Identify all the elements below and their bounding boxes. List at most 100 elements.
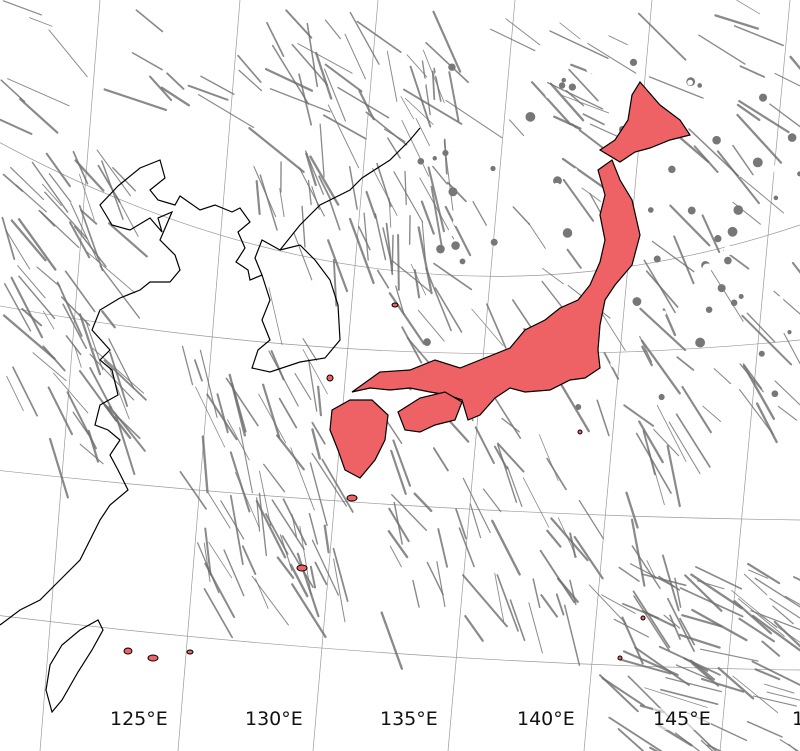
trajectory-streak bbox=[358, 89, 375, 121]
trajectory-point bbox=[423, 338, 431, 346]
trajectory-streak bbox=[223, 549, 245, 597]
trajectory-streak bbox=[388, 197, 392, 228]
trajectory-streak bbox=[391, 494, 427, 531]
mainland-coast bbox=[0, 127, 421, 626]
trajectory-streak bbox=[569, 532, 577, 558]
trajectory-streak bbox=[629, 563, 675, 588]
trajectory-streak bbox=[66, 391, 97, 450]
trajectory-streak bbox=[622, 650, 679, 677]
trajectory-streak bbox=[268, 287, 283, 346]
trajectory-point bbox=[448, 63, 456, 71]
trajectory-streak bbox=[415, 118, 430, 147]
trajectory-streak bbox=[613, 618, 649, 638]
trajectory-streak bbox=[412, 579, 420, 608]
trajectory-streak bbox=[319, 123, 325, 178]
trajectory-streak bbox=[556, 577, 579, 603]
trajectory-streak bbox=[365, 190, 377, 219]
trajectory-streak bbox=[681, 614, 723, 628]
trajectory-point bbox=[695, 337, 706, 348]
trajectory-point bbox=[558, 82, 566, 89]
trajectory-point bbox=[447, 228, 456, 237]
trajectory-streak bbox=[5, 230, 31, 270]
trajectory-point bbox=[661, 310, 667, 316]
trajectory-streak bbox=[736, 103, 761, 122]
trajectory-streak bbox=[62, 303, 88, 350]
trajectory-streak bbox=[86, 251, 136, 294]
trajectory-streak bbox=[421, 60, 431, 116]
trajectory-streak bbox=[17, 265, 46, 299]
trajectory-streak bbox=[427, 166, 446, 233]
trajectory-streak bbox=[601, 594, 636, 614]
trajectory-point bbox=[432, 156, 438, 161]
trajectory-streak bbox=[653, 428, 680, 457]
trajectory-streak bbox=[413, 269, 421, 299]
trajectory-streak bbox=[658, 575, 681, 591]
trajectory-streak bbox=[208, 541, 233, 579]
trajectory-streak bbox=[10, 166, 45, 201]
trajectory-streak bbox=[327, 104, 360, 169]
trajectory-streak bbox=[565, 89, 585, 107]
trajectory-streak bbox=[490, 28, 536, 52]
trajectory-point bbox=[436, 244, 445, 254]
trajectory-streak bbox=[539, 549, 576, 604]
trajectory-streak bbox=[566, 248, 582, 269]
trajectory-streak bbox=[563, 604, 581, 666]
trajectory-streak bbox=[669, 204, 711, 247]
trajectory-streak bbox=[96, 149, 132, 197]
trajectory-streak bbox=[601, 677, 645, 707]
lon-label-125: 125°E bbox=[110, 708, 168, 730]
trajectory-streak bbox=[406, 54, 428, 78]
trajectory-streak bbox=[608, 716, 663, 751]
trajectory-streak bbox=[391, 234, 394, 272]
trajectory-streak bbox=[573, 535, 604, 580]
trajectory-streak bbox=[388, 292, 425, 345]
trajectory-streak bbox=[774, 380, 800, 406]
trajectory-streak bbox=[299, 525, 312, 596]
trajectory-streak bbox=[622, 602, 660, 619]
trajectory-streak bbox=[265, 513, 289, 555]
trajectory-streak bbox=[2, 314, 56, 360]
trajectory-streak bbox=[419, 177, 455, 240]
trajectory-streak bbox=[72, 150, 89, 185]
trajectory-streak bbox=[746, 312, 776, 343]
trajectory-streak bbox=[766, 691, 800, 701]
trajectory-streak bbox=[237, 54, 262, 83]
trajectory-streak bbox=[679, 617, 696, 646]
trajectory-point bbox=[776, 296, 784, 303]
trajectory-point bbox=[561, 77, 567, 83]
trajectory-streak bbox=[713, 368, 732, 385]
trajectory-streak bbox=[700, 739, 714, 751]
trajectory-streak bbox=[532, 578, 541, 609]
trajectory-point bbox=[552, 182, 561, 191]
trajectory-streak bbox=[493, 445, 509, 470]
trajectory-streak bbox=[432, 10, 462, 73]
trajectory-streak bbox=[746, 720, 783, 738]
trajectory-streak bbox=[413, 492, 433, 513]
trajectory-streak bbox=[530, 81, 572, 126]
trajectory-streak bbox=[738, 99, 790, 134]
lon-label-150: 1 bbox=[792, 708, 800, 730]
trajectory-streak bbox=[587, 43, 637, 74]
trajectory-streak bbox=[432, 447, 449, 472]
trajectory-point bbox=[727, 226, 738, 237]
trajectory-streak bbox=[258, 393, 287, 444]
trajectory-streak bbox=[131, 51, 163, 71]
trajectory-streak bbox=[568, 68, 599, 102]
trajectory-streak bbox=[40, 211, 80, 249]
trajectory-point bbox=[610, 360, 618, 368]
trajectory-streak bbox=[433, 262, 473, 291]
trajectory-streak bbox=[642, 430, 656, 476]
trajectory-point bbox=[687, 79, 693, 86]
trajectory-streak bbox=[317, 385, 323, 417]
trajectory-streak bbox=[78, 313, 102, 376]
trajectory-streak bbox=[276, 434, 305, 471]
trajectory-streak bbox=[764, 683, 795, 694]
trajectory-streak bbox=[42, 310, 55, 330]
trajectory-streak bbox=[491, 519, 521, 576]
trajectory-streak bbox=[160, 86, 190, 107]
trajectory-streak bbox=[337, 86, 390, 119]
trajectory-streak bbox=[74, 346, 82, 368]
trajectory-streak bbox=[471, 308, 504, 347]
trajectory-streak bbox=[658, 645, 721, 676]
